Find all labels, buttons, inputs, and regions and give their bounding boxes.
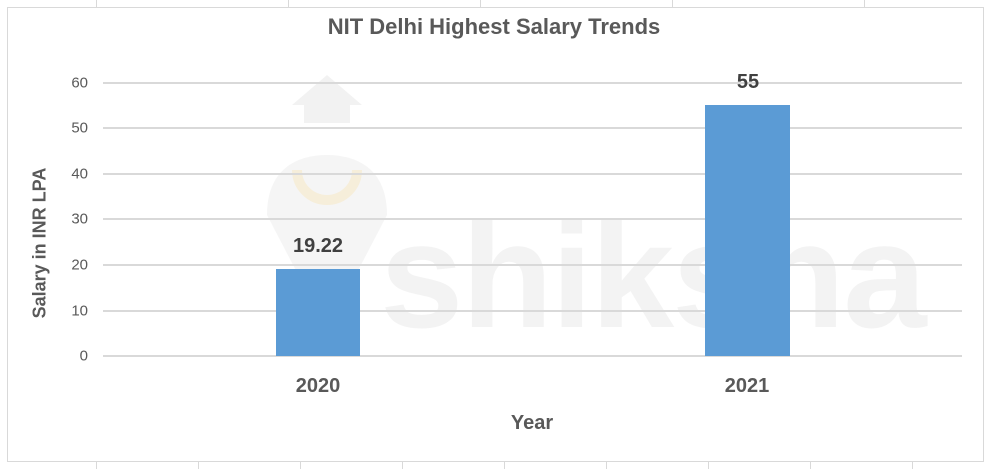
sheet-tick (912, 462, 913, 469)
gridline (103, 82, 962, 84)
y-tick-label: 60 (71, 74, 88, 92)
sheet-tick (300, 462, 301, 469)
gridline (103, 127, 962, 129)
data-label-2021: 55 (736, 71, 760, 93)
x-tick-label-2020: 2020 (295, 375, 341, 397)
gridline (103, 264, 962, 266)
sheet-tick (708, 462, 709, 469)
chart-title: NIT Delhi Highest Salary Trends (327, 14, 661, 39)
gridline (103, 310, 962, 312)
sheet-tick (504, 462, 505, 469)
sheet-tick (96, 0, 97, 7)
sheet-tick (810, 462, 811, 469)
sheet-tick (198, 462, 199, 469)
data-label-2020: 19.22 (292, 235, 344, 257)
sheet-tick (480, 0, 481, 7)
bar-2021[interactable] (705, 105, 790, 356)
y-tick-label: 20 (71, 256, 88, 274)
sheet-tick (288, 0, 289, 7)
x-tick-label-2021: 2021 (724, 375, 770, 397)
sheet-tick (402, 462, 403, 469)
sheet-tick (96, 462, 97, 469)
y-axis-title: Salary in INR LPA (29, 167, 50, 319)
sheet-tick (672, 0, 673, 7)
sheet-tick (864, 0, 865, 7)
gridline (103, 218, 962, 220)
x-axis-title: Year (510, 412, 554, 434)
y-tick-label: 50 (71, 119, 88, 137)
bar-2020[interactable] (276, 269, 360, 356)
y-tick-label: 10 (71, 302, 88, 320)
gridline (103, 355, 962, 357)
y-tick-label: 0 (79, 347, 88, 365)
y-tick-label: 40 (71, 165, 88, 183)
chart-area[interactable] (7, 7, 984, 462)
sheet-tick (606, 462, 607, 469)
gridline (103, 173, 962, 175)
y-tick-label: 30 (71, 210, 88, 228)
